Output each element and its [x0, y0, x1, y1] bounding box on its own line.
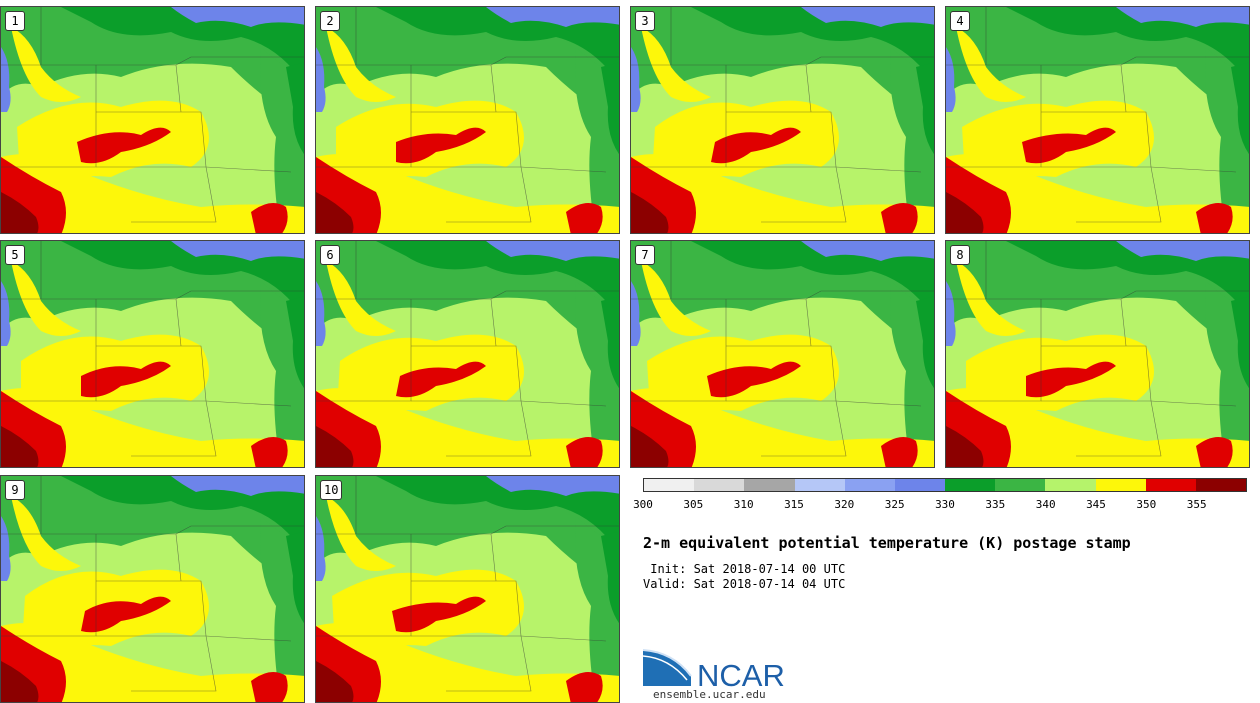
- member-panel-2[interactable]: 2: [315, 6, 620, 234]
- valid-time: Valid: Sat 2018-07-14 04 UTC: [643, 577, 846, 591]
- member-label: 2: [320, 11, 340, 31]
- colorbar-segment: [744, 479, 795, 491]
- member-label: 4: [950, 11, 970, 31]
- colorbar-segment: [644, 479, 695, 491]
- member-panel-10[interactable]: 10: [315, 475, 620, 703]
- colorbar-segment: [694, 479, 745, 491]
- colorbar-tick-label: 345: [1086, 498, 1106, 511]
- map-field: [316, 7, 619, 233]
- member-label: 7: [635, 245, 655, 265]
- member-panel-4[interactable]: 4: [945, 6, 1250, 234]
- member-panel-1[interactable]: 1: [0, 6, 305, 234]
- logo-url: ensemble.ucar.edu: [653, 688, 766, 701]
- member-label: 10: [320, 480, 343, 500]
- member-label: 5: [5, 245, 25, 265]
- member-label: 6: [320, 245, 340, 265]
- colorbar-segment: [1145, 479, 1196, 491]
- member-panel-8[interactable]: 8: [945, 240, 1250, 468]
- member-label: 3: [635, 11, 655, 31]
- map-field: [946, 241, 1249, 467]
- member-label: 9: [5, 480, 25, 500]
- colorbar-tick-label: 335: [985, 498, 1006, 511]
- colorbar-tick-label: 315: [784, 498, 804, 511]
- map-field: [946, 7, 1249, 233]
- colorbar-segment: [794, 479, 845, 491]
- colorbar-tick-label: 310: [733, 498, 754, 511]
- colorbar-segment: [1045, 479, 1096, 491]
- map-field: [631, 241, 934, 467]
- map-field: [316, 241, 619, 467]
- colorbar-tick-label: 355: [1186, 498, 1207, 511]
- member-label: 1: [5, 11, 25, 31]
- colorbar-tick-label: 330: [935, 498, 955, 511]
- svg-text:NCAR: NCAR: [697, 658, 785, 690]
- map-field: [1, 7, 304, 233]
- colorbar-segment: [1095, 479, 1146, 491]
- colorbar-segment: [995, 479, 1046, 491]
- colorbar-tick-label: 305: [683, 498, 704, 511]
- colorbar-tick-label: 320: [834, 498, 855, 511]
- colorbar-segment: [844, 479, 895, 491]
- member-label: 8: [950, 245, 970, 265]
- colorbar-segment: [1195, 479, 1247, 491]
- member-panel-9[interactable]: 9: [0, 475, 305, 703]
- member-panel-5[interactable]: 5: [0, 240, 305, 468]
- colorbar-tick-label: 325: [884, 498, 905, 511]
- member-panel-6[interactable]: 6: [315, 240, 620, 468]
- member-panel-7[interactable]: 7: [630, 240, 935, 468]
- colorbar-tick-label: 300: [633, 498, 653, 511]
- colorbar-segment: [894, 479, 946, 491]
- ncar-logo: NCAR: [643, 649, 785, 690]
- member-panel-3[interactable]: 3: [630, 6, 935, 234]
- colorbar: [643, 478, 1247, 492]
- init-time: Init: Sat 2018-07-14 00 UTC: [643, 562, 846, 576]
- colorbar-tick-label: 350: [1136, 498, 1157, 511]
- map-field: [1, 241, 304, 467]
- colorbar-tick-label: 340: [1035, 498, 1056, 511]
- colorbar-ticks: 300 305 310 315 320 325 330 335 340 345 350 355: [633, 498, 1247, 514]
- map-field: [631, 7, 934, 233]
- colorbar-segment: [945, 479, 996, 491]
- map-field: [316, 476, 619, 702]
- page-title: 2-m equivalent potential temperature (K)…: [643, 534, 1131, 552]
- map-field: [1, 476, 304, 702]
